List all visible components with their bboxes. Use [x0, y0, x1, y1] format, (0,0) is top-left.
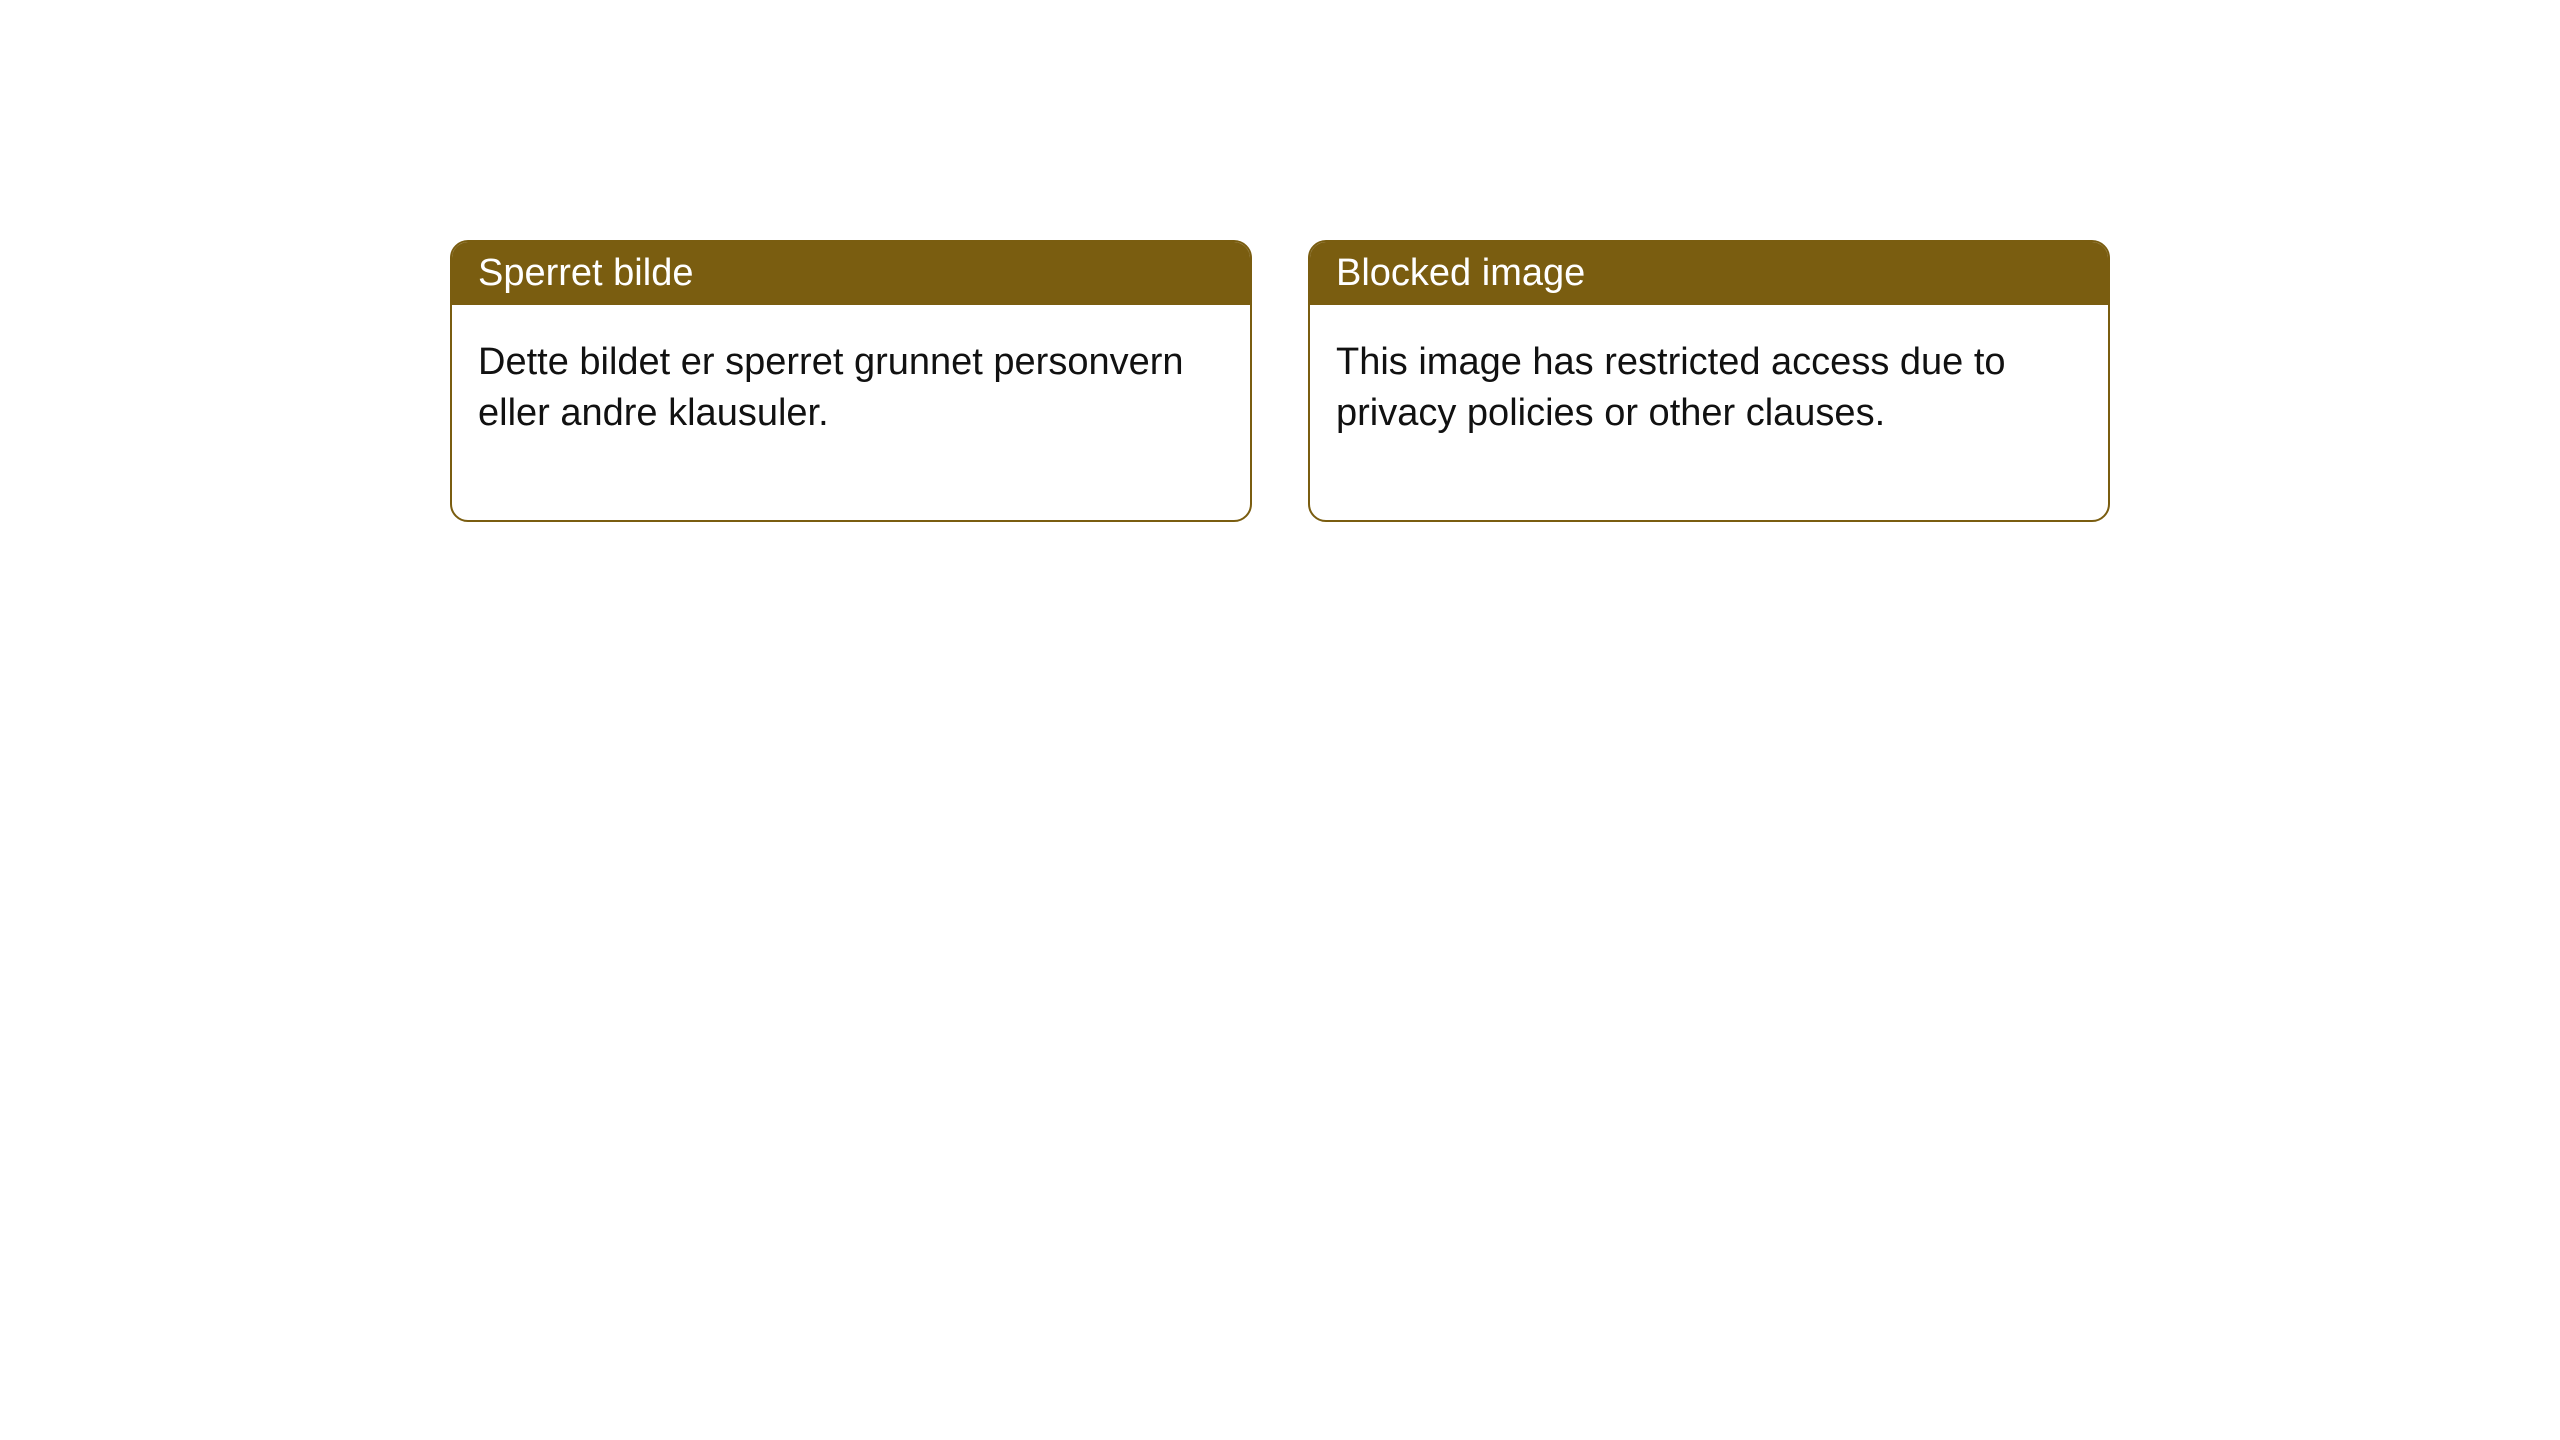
notice-container: Sperret bilde Dette bildet er sperret gr…: [0, 0, 2560, 762]
card-body: This image has restricted access due to …: [1310, 305, 2108, 520]
card-header: Sperret bilde: [452, 242, 1250, 305]
card-header: Blocked image: [1310, 242, 2108, 305]
card-body: Dette bildet er sperret grunnet personve…: [452, 305, 1250, 520]
notice-card-english: Blocked image This image has restricted …: [1308, 240, 2110, 522]
notice-card-norwegian: Sperret bilde Dette bildet er sperret gr…: [450, 240, 1252, 522]
